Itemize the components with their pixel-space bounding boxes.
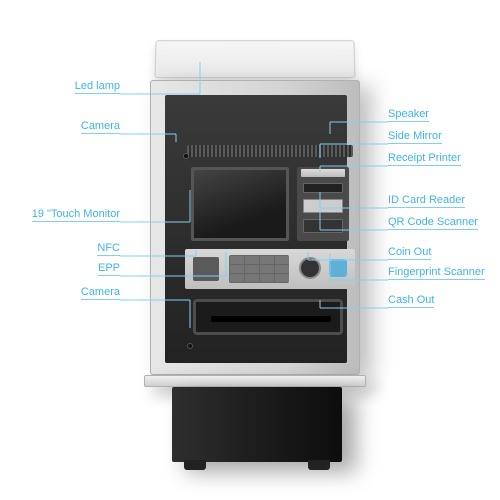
callout-label: Led lamp (75, 80, 120, 94)
callout-led-lamp: Led lamp (75, 80, 120, 94)
callout-qr: QR Code Scanner (388, 216, 478, 230)
mid-tray (185, 249, 355, 289)
callout-touch-monitor: 19 "Touch Monitor (32, 208, 120, 222)
callout-label: QR Code Scanner (388, 216, 478, 230)
nfc-pad (193, 257, 219, 281)
callout-label: Coin Out (388, 246, 431, 260)
foot-right (308, 460, 330, 470)
fingerprint-scanner (329, 259, 347, 277)
callout-cash-out: Cash Out (388, 294, 434, 308)
callout-speaker: Speaker (388, 108, 429, 122)
callout-label: Cash Out (388, 294, 434, 308)
receipt-printer (303, 183, 343, 193)
callout-coin-out: Coin Out (388, 246, 431, 260)
callout-label: Fingerprint Scanner (388, 266, 485, 280)
callout-side-mirror: Side Mirror (388, 130, 442, 144)
speaker-grille (187, 145, 353, 157)
epp-keypad (229, 255, 289, 283)
atm-base (172, 387, 342, 462)
callout-epp: EPP (98, 262, 120, 276)
camera-top-icon (183, 153, 189, 159)
coin-out (299, 257, 321, 279)
qr-code-scanner (303, 219, 343, 233)
side-panel (297, 167, 349, 241)
foot-left (184, 460, 206, 470)
atm-machine: ATM (150, 40, 360, 460)
callout-nfc: NFC (97, 242, 120, 256)
callout-label: Side Mirror (388, 130, 442, 144)
atm-body: ATM (150, 80, 360, 375)
callout-receipt: Receipt Printer (388, 152, 461, 166)
atm-ledge (144, 375, 366, 387)
atm-inset (165, 95, 347, 363)
callout-label: Speaker (388, 108, 429, 122)
callout-id-card: ID Card Reader (388, 194, 465, 208)
side-mirror (301, 169, 345, 177)
led-lamp-sign (155, 40, 356, 78)
callout-label: Camera (81, 120, 120, 134)
callout-camera-low: Camera (81, 286, 120, 300)
cash-out-slot (193, 299, 343, 335)
id-card-reader (303, 199, 343, 213)
callout-label: NFC (97, 242, 120, 256)
diagram-stage: ATM (0, 0, 500, 500)
callout-label: EPP (98, 262, 120, 276)
callout-fingerprint: Fingerprint Scanner (388, 266, 485, 280)
callout-label: ID Card Reader (388, 194, 465, 208)
camera-low-icon (187, 343, 193, 349)
callout-camera-top: Camera (81, 120, 120, 134)
callout-label: Camera (81, 286, 120, 300)
touch-monitor (191, 167, 289, 241)
callout-label: Receipt Printer (388, 152, 461, 166)
callout-label: 19 "Touch Monitor (32, 208, 120, 222)
